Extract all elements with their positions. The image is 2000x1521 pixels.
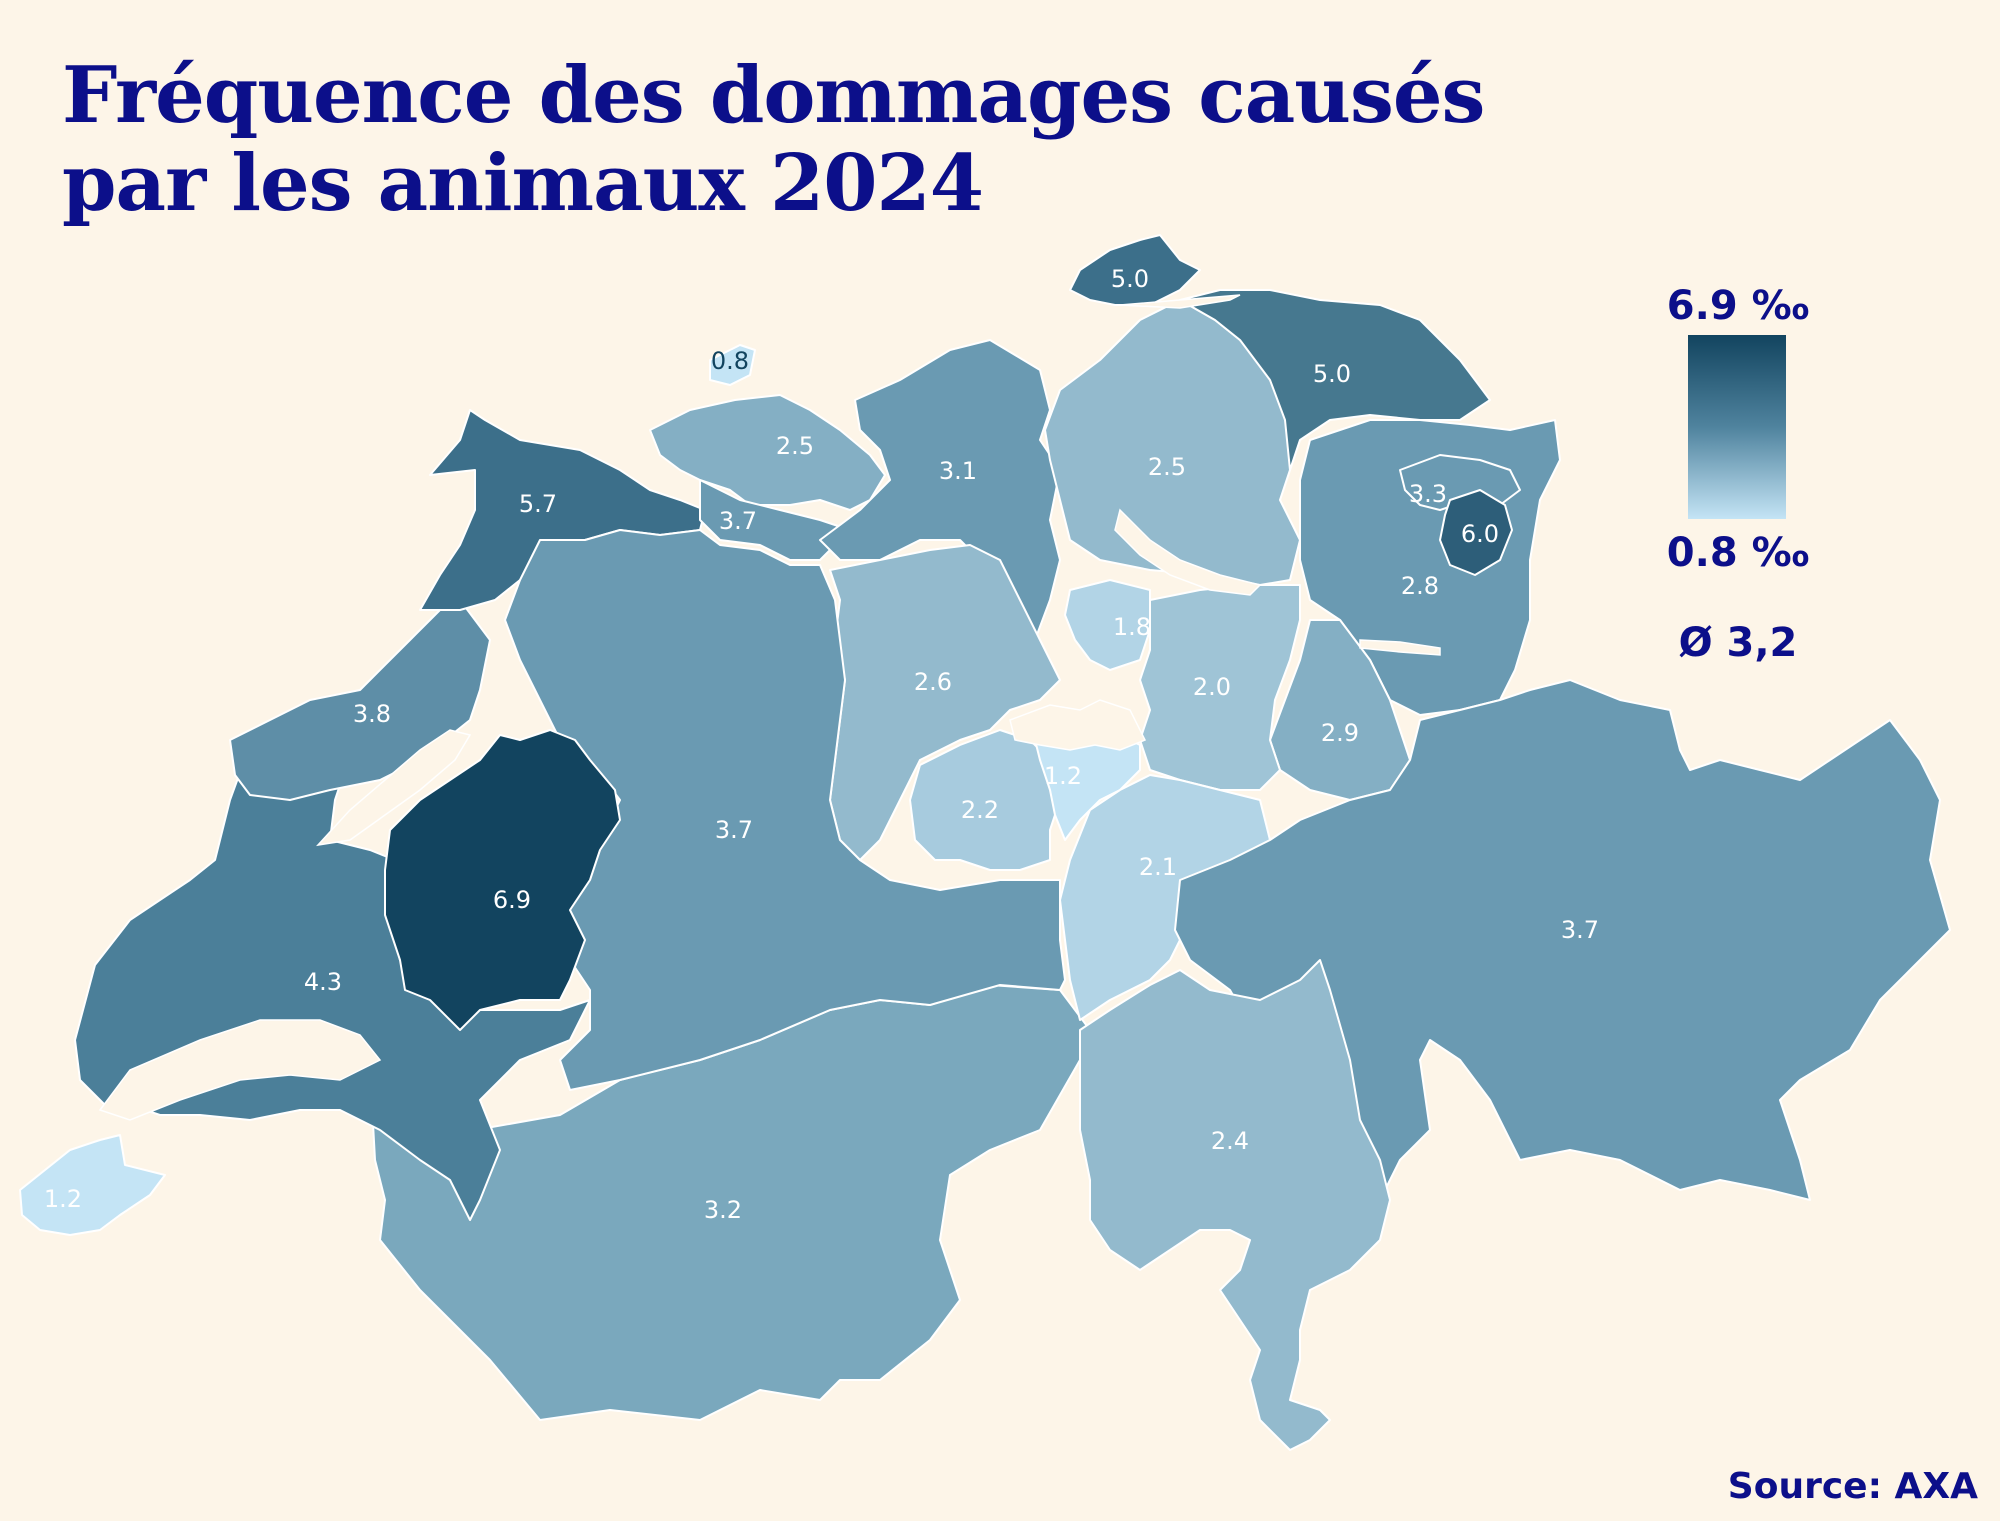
label-lucerne: 2.6 [914, 668, 952, 696]
label-zug: 1.8 [1113, 613, 1151, 641]
lake-walensee [1359, 639, 1441, 656]
label-schaffhausen: 5.0 [1111, 265, 1149, 293]
label-thurgau: 5.0 [1313, 360, 1351, 388]
region-ticino[interactable] [1079, 959, 1391, 1451]
label-fribourg: 6.9 [493, 886, 531, 914]
lake-neuchatel [316, 729, 472, 847]
label-obwalden: 2.2 [961, 796, 999, 824]
label-schwyz: 2.0 [1193, 673, 1231, 701]
title-line-2: par les animaux 2024 [62, 138, 984, 229]
lake-zurich [1114, 508, 1262, 596]
lake-geneva [98, 1019, 382, 1121]
label-graubunden: 3.7 [1561, 916, 1599, 944]
lake-lucerne [1009, 699, 1147, 751]
legend-average: Ø 3,2 [1678, 620, 1798, 666]
label-aargau: 3.1 [939, 457, 977, 485]
title-line-1: Fréquence des dommages causés [62, 50, 1485, 141]
label-basel-landschaft: 2.5 [776, 432, 814, 460]
region-basel-stadt[interactable] [709, 344, 756, 386]
source-credit: Source: AXA [1727, 1466, 1978, 1507]
lake-constance [1119, 294, 1241, 309]
region-obwalden[interactable] [909, 729, 1061, 871]
label-valais: 3.2 [704, 1196, 742, 1224]
label-geneva: 1.2 [44, 1185, 82, 1213]
label-zurich: 2.5 [1148, 453, 1186, 481]
label-vaud: 4.3 [304, 968, 342, 996]
legend-max-value: 6.9 ‰ [1666, 283, 1810, 329]
label-appenzell-innerrhoden: 6.0 [1461, 520, 1499, 548]
label-bern: 3.7 [715, 816, 753, 844]
region-schwyz[interactable] [1139, 584, 1301, 791]
label-basel-stadt: 0.8 [711, 347, 749, 375]
legend-color-scale [1688, 335, 1786, 519]
legend-min-value: 0.8 ‰ [1666, 530, 1810, 576]
region-basel-landschaft[interactable] [649, 394, 886, 511]
label-jura: 5.7 [519, 490, 557, 518]
label-solothurn: 3.7 [719, 507, 757, 535]
chart-title: Fréquence des dommages causés par les an… [62, 52, 1662, 228]
region-geneva[interactable] [19, 1134, 166, 1236]
region-appenzell-innerrhoden[interactable] [1439, 489, 1513, 576]
label-st-gallen: 2.8 [1401, 572, 1439, 600]
label-neuchatel: 3.8 [353, 700, 391, 728]
label-appenzell-ausserrhoden: 3.3 [1409, 480, 1447, 508]
label-ticino: 2.4 [1211, 1127, 1249, 1155]
label-uri: 2.1 [1139, 853, 1177, 881]
label-glarus: 2.9 [1321, 719, 1359, 747]
label-nidwalden: 1.2 [1044, 762, 1082, 790]
region-schaffhausen[interactable] [1069, 234, 1201, 306]
region-fribourg[interactable] [384, 729, 621, 1031]
region-zug[interactable] [1064, 579, 1151, 671]
